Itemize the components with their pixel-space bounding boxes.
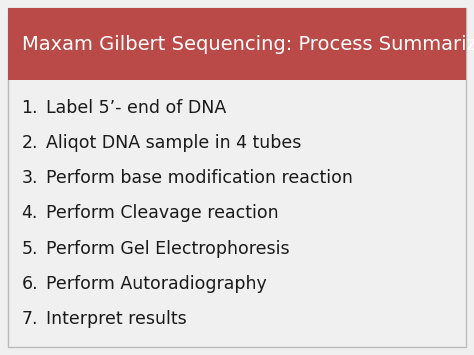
Text: 1.: 1. xyxy=(21,99,38,117)
Text: Perform Gel Electrophoresis: Perform Gel Electrophoresis xyxy=(46,240,290,258)
Text: 7.: 7. xyxy=(21,310,38,328)
Text: 3.: 3. xyxy=(21,169,38,187)
Text: 2.: 2. xyxy=(21,134,38,152)
Text: 6.: 6. xyxy=(21,275,38,293)
Text: Maxam Gilbert Sequencing: Process Summarized: Maxam Gilbert Sequencing: Process Summar… xyxy=(22,34,474,54)
Text: 5.: 5. xyxy=(21,240,38,258)
Text: Interpret results: Interpret results xyxy=(46,310,187,328)
Text: 4.: 4. xyxy=(22,204,38,223)
Text: Perform Autoradiography: Perform Autoradiography xyxy=(46,275,267,293)
Text: Perform base modification reaction: Perform base modification reaction xyxy=(46,169,353,187)
Text: Label 5’- end of DNA: Label 5’- end of DNA xyxy=(46,99,226,117)
FancyBboxPatch shape xyxy=(8,8,466,80)
Text: Aliqot DNA sample in 4 tubes: Aliqot DNA sample in 4 tubes xyxy=(46,134,301,152)
FancyBboxPatch shape xyxy=(8,8,466,347)
Text: Perform Cleavage reaction: Perform Cleavage reaction xyxy=(46,204,279,223)
